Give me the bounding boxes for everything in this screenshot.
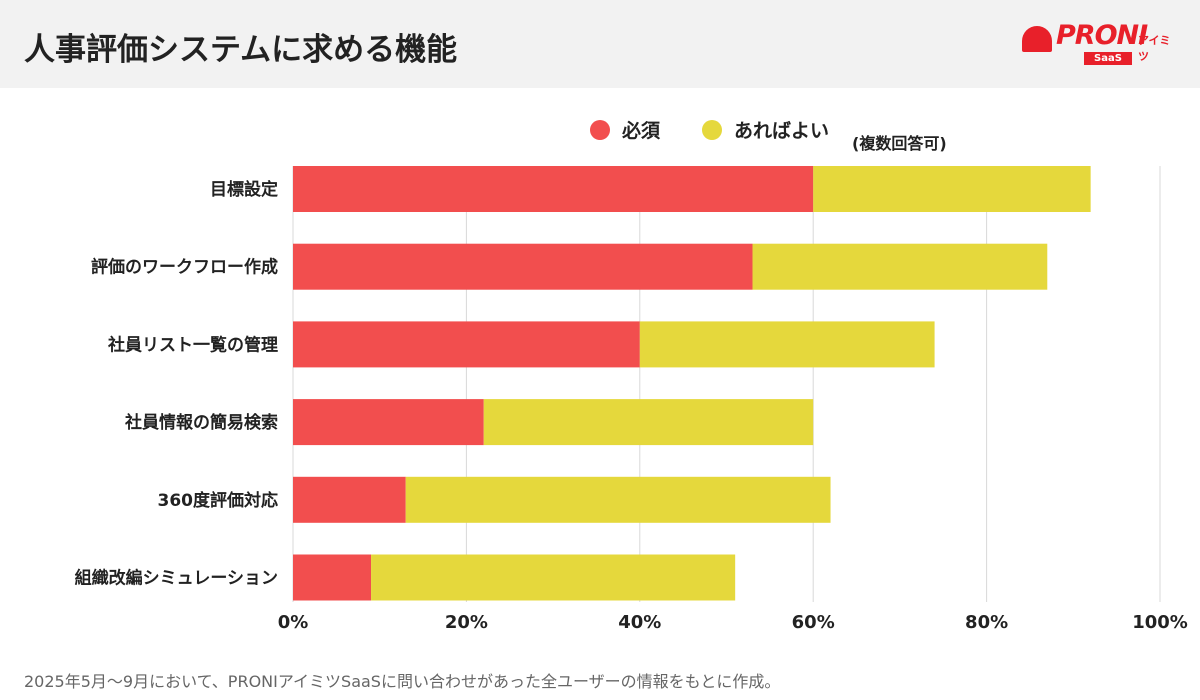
category-label: 組織改編シミュレーション xyxy=(75,568,278,589)
bar-optional xyxy=(639,321,935,368)
bar-required xyxy=(293,321,640,368)
bar-optional xyxy=(483,399,814,446)
bar-required xyxy=(293,399,484,446)
bar-optional xyxy=(813,166,1091,212)
x-tick-label: 40% xyxy=(618,612,661,633)
x-tick-label: 20% xyxy=(445,612,488,633)
category-label: 社員情報の簡易検索 xyxy=(124,412,278,433)
legend: 必須 あればよい xyxy=(590,116,829,143)
bar-optional xyxy=(752,243,1048,290)
x-tick-label: 100% xyxy=(1132,612,1188,633)
bar-required xyxy=(293,476,406,523)
category-label: 評価のワークフロー作成 xyxy=(91,257,278,278)
x-tick-label: 0% xyxy=(278,612,309,633)
legend-label-required: 必須 xyxy=(622,120,661,142)
proni-logo: PRONI アイミツ SaaS xyxy=(1020,18,1180,68)
bar-required xyxy=(293,554,372,601)
page-title: 人事評価システムに求める機能 xyxy=(24,32,458,68)
legend-swatch-required xyxy=(590,119,610,140)
category-label: 360度評価対応 xyxy=(158,490,279,511)
category-label: 目標設定 xyxy=(210,179,278,200)
header: 人事評価システムに求める機能 PRONI アイミツ SaaS xyxy=(0,0,1200,88)
footnote: 2025年5月〜9月において、PRONIアイミツSaaSに問い合わせがあった全ユ… xyxy=(24,672,781,691)
legend-swatch-optional xyxy=(702,119,723,140)
bar-optional xyxy=(405,476,831,523)
legend-label-optional: あればよい xyxy=(734,120,830,142)
multiple-answer-note: (複数回答可) xyxy=(852,134,947,153)
category-label: 社員リスト一覧の管理 xyxy=(107,334,278,355)
bar-optional xyxy=(371,554,736,601)
x-tick-label: 80% xyxy=(965,612,1008,633)
bar-required xyxy=(293,243,753,290)
x-tick-label: 60% xyxy=(792,612,835,633)
bar-required xyxy=(293,166,814,212)
logo-mark-icon xyxy=(1022,26,1052,52)
